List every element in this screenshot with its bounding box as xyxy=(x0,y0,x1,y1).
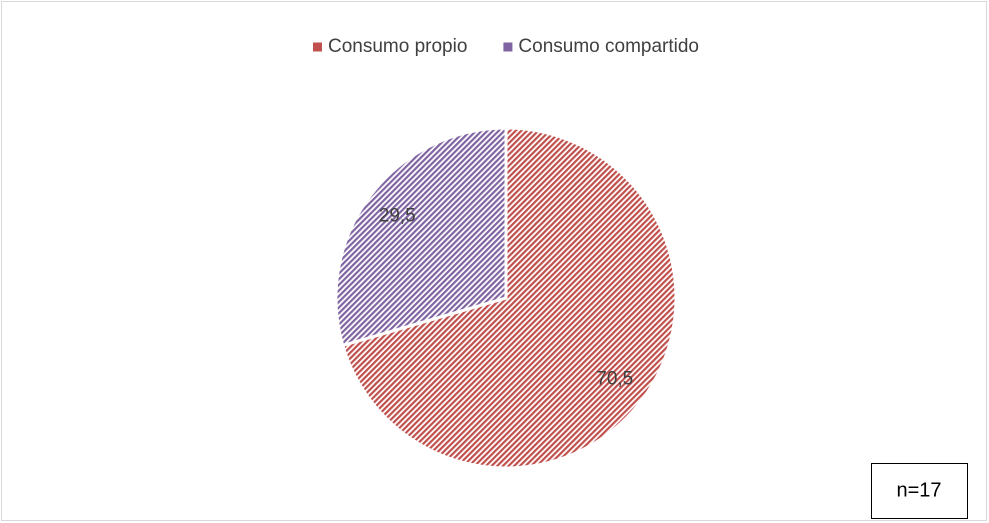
legend-swatch xyxy=(503,42,513,52)
annotation: n=17 xyxy=(896,479,941,501)
pie-slice xyxy=(334,126,508,348)
data-label: 29,5 xyxy=(379,205,416,226)
pie-slice xyxy=(340,126,678,470)
legend-label: Consumo propio xyxy=(328,36,467,57)
legend-label: Consumo compartido xyxy=(518,36,699,57)
legend-swatch xyxy=(312,42,322,52)
data-label: 70,5 xyxy=(596,369,633,390)
annotation-box xyxy=(871,463,968,519)
